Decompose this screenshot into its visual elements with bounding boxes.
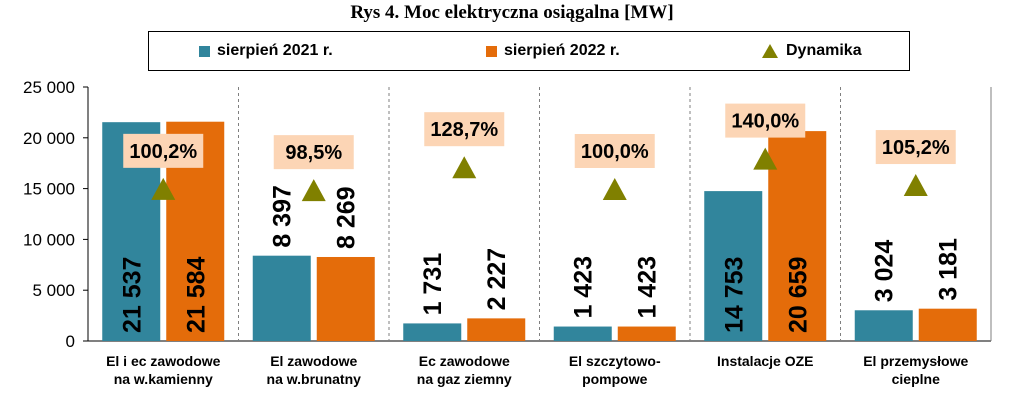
dynamics-label: 128,7%	[430, 119, 498, 141]
bar-2021	[553, 326, 612, 341]
dynamics-label: 140,0%	[731, 111, 799, 133]
bar-2022	[467, 318, 526, 341]
dynamics-label-box	[424, 112, 505, 147]
legend: sierpień 2021 r. sierpień 2022 r. Dynami…	[148, 31, 910, 71]
dynamics-label: 105,2%	[882, 137, 950, 159]
y-tick-label: 5 000	[32, 281, 75, 300]
bar-2021	[252, 255, 311, 341]
category-label: na gaz ziemny	[417, 371, 512, 387]
dynamics-label: 100,2%	[129, 141, 197, 163]
dynamics-label: 98,5%	[285, 142, 342, 164]
bar-2021	[854, 310, 913, 341]
data-label-2022: 20 659	[784, 257, 812, 333]
category-label: El przemysłowe	[863, 353, 968, 369]
chart-title: Rys 4. Moc elektryczna osiągalna [MW]	[350, 2, 674, 23]
legend-item-2021: sierpień 2021 r.	[199, 32, 333, 70]
category-label: Ec zawodowe	[419, 353, 510, 369]
data-label-2021: 1 423	[570, 256, 598, 319]
data-label-2021: 8 397	[269, 185, 297, 248]
legend-swatch-2021	[199, 45, 210, 57]
bar-2022	[768, 131, 827, 341]
dynamics-marker	[602, 178, 627, 200]
category-label: cieplne	[892, 371, 940, 387]
legend-label-2022: sierpień 2022 r.	[504, 42, 620, 59]
legend-swatch-2022	[486, 45, 497, 57]
category-label: El zawodowe	[270, 353, 357, 369]
dynamics-marker	[452, 156, 477, 179]
bar-2022	[316, 256, 375, 341]
data-label-2022: 2 227	[483, 248, 511, 311]
dynamics-label-box	[875, 130, 956, 165]
bar-2021	[403, 323, 462, 341]
bar-2022	[918, 308, 977, 341]
legend-item-dynamics: Dynamika	[762, 32, 862, 70]
dynamics-label-box	[725, 103, 806, 138]
data-label-2021: 21 537	[118, 257, 146, 333]
category-label: El i ec zawodowe	[106, 353, 221, 369]
y-tick-label: 10 000	[23, 230, 75, 249]
dynamics-marker	[753, 147, 778, 170]
data-label-2021: 1 731	[419, 253, 447, 316]
category-label: Instalacje OZE	[717, 353, 813, 369]
dynamics-label-box	[574, 134, 655, 168]
dynamics-marker	[151, 177, 176, 200]
data-label-2022: 8 269	[333, 186, 361, 249]
y-tick-label: 20 000	[23, 129, 75, 148]
category-label: El szczytowo-	[569, 353, 661, 369]
data-label-2021: 3 024	[871, 240, 899, 303]
data-label-2022: 21 584	[182, 256, 210, 333]
dynamics-label: 100,0%	[581, 141, 649, 163]
data-label-2022: 3 181	[935, 238, 963, 301]
legend-label-dynamics: Dynamika	[786, 42, 862, 59]
bar-2021	[704, 191, 763, 341]
legend-item-2022: sierpień 2022 r.	[486, 32, 620, 70]
legend-label-2021: sierpień 2021 r.	[217, 42, 333, 59]
dynamics-label-box	[123, 133, 204, 168]
data-label-2021: 14 753	[720, 257, 748, 333]
data-label-2022: 1 423	[634, 256, 662, 319]
y-tick-label: 25 000	[23, 78, 75, 97]
y-tick-label: 15 000	[23, 180, 75, 199]
dynamics-marker	[301, 179, 326, 202]
triangle-marker-icon	[762, 44, 778, 58]
bar-2022	[617, 326, 676, 341]
y-tick-label: 0	[66, 332, 75, 351]
category-label: pompowe	[582, 371, 648, 387]
category-label: na w.kamienny	[114, 371, 213, 387]
dynamics-marker	[903, 174, 928, 197]
category-label: na w.brunatny	[267, 371, 362, 387]
dynamics-label-box	[273, 135, 354, 170]
